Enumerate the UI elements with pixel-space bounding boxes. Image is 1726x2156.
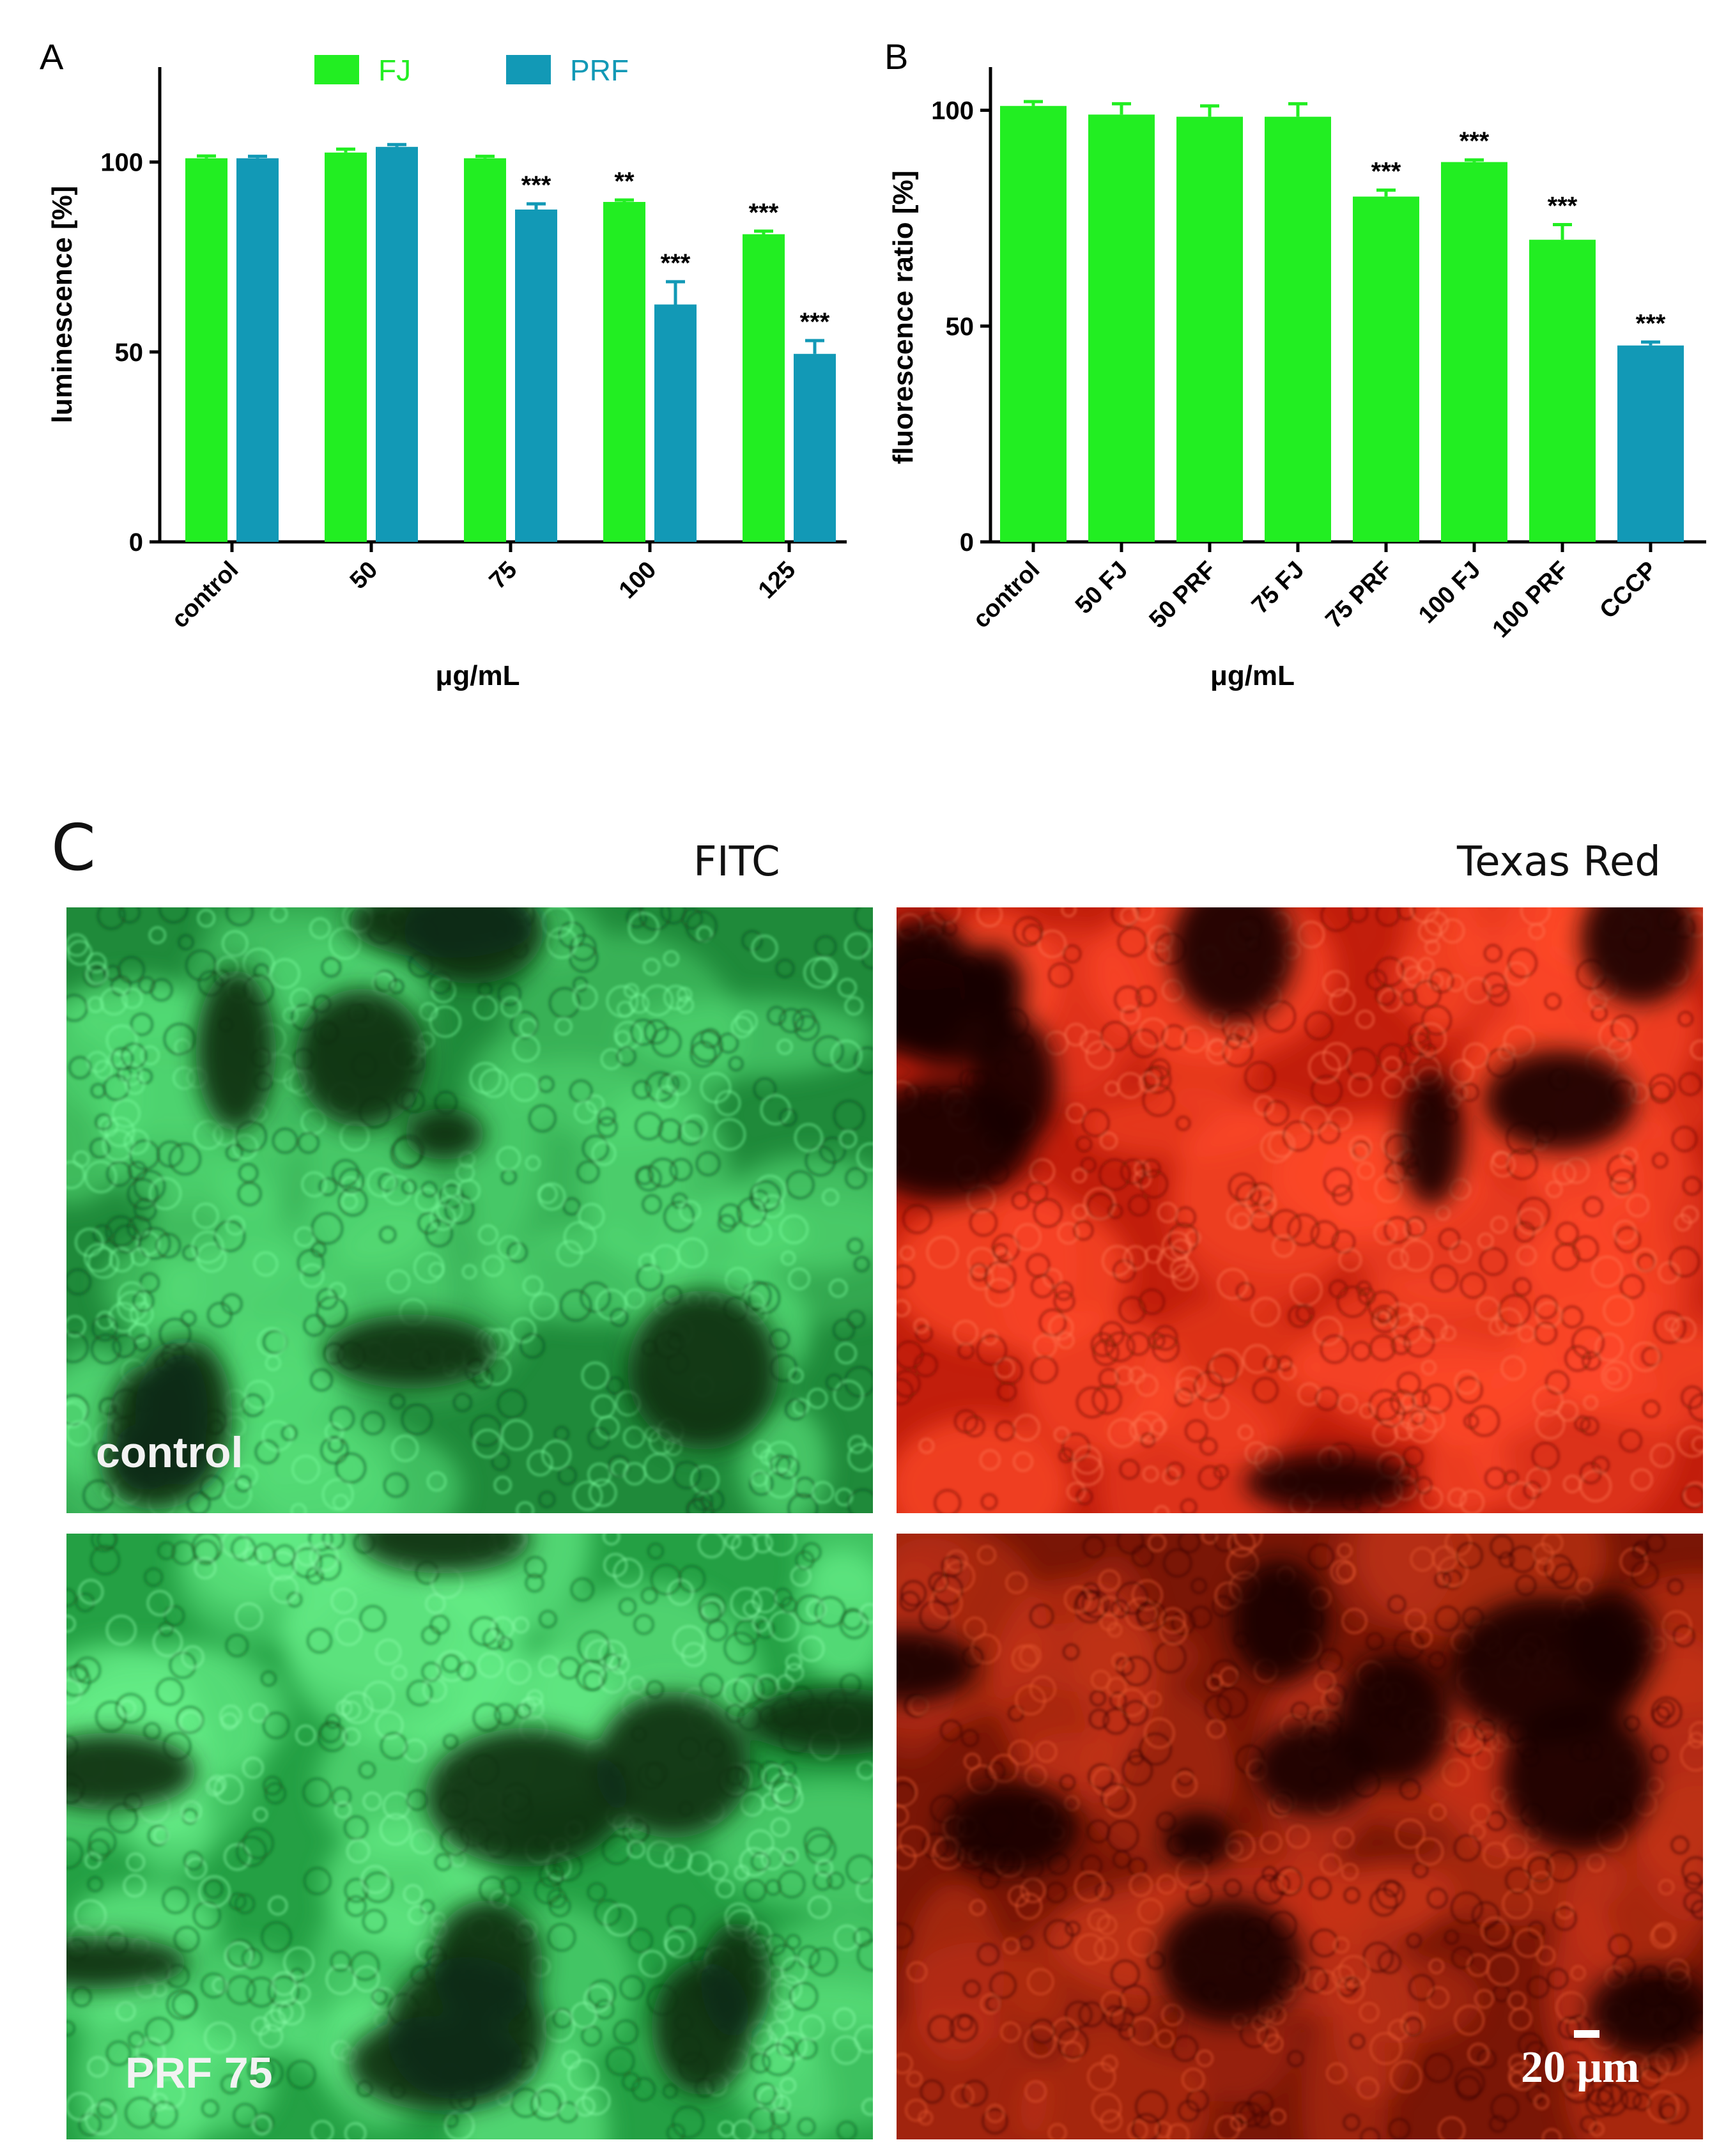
legend-swatch-fj (314, 55, 359, 84)
chart-b-category-label: 50 FJ (1070, 557, 1133, 619)
chart-b-significance: *** (1548, 192, 1578, 220)
micrograph-prf75-texas-red (897, 1534, 1703, 2139)
chart-a-prf-bar (376, 146, 418, 543)
legend-label-fj: FJ (378, 54, 411, 87)
chart-b-y-tick-label: 50 (946, 312, 975, 341)
chart-a-fj-significance: *** (749, 199, 779, 227)
panel-letter-c: C (51, 810, 96, 885)
chart-a-y-label: luminescence [%] (47, 186, 78, 424)
chart-b-bar (1353, 196, 1419, 542)
chart-b-category-label: 75 PRF (1321, 557, 1398, 634)
chart-a-fj-significance: ** (614, 167, 635, 196)
chart-a-fj-bar (325, 152, 367, 543)
chart-b: B 0 50 100 control 50 FJ 50 PRF 75 FJ *** 75 PRF… (884, 36, 1706, 691)
column-title-texas-red: Texas Red (1457, 838, 1661, 886)
chart-b-category-label: 75 FJ (1247, 557, 1309, 619)
chart-b-bar (1265, 116, 1331, 543)
chart-a-category-label: 125 (753, 557, 801, 604)
chart-a-y-tick-label: 50 (115, 339, 144, 367)
micrograph-control-texas-red (897, 907, 1703, 1513)
legend-swatch-prf (506, 55, 551, 84)
chart-a-y-tick-label: 100 (100, 149, 143, 177)
chart-b-significance: *** (1371, 158, 1401, 186)
panel-letter-a: A (40, 36, 64, 77)
row-label-control: control (96, 1428, 243, 1477)
chart-a-category-label: 50 (345, 557, 383, 595)
scale-bar-label: 20 μm (1521, 2043, 1640, 2092)
chart-b-category-label: CCCP (1595, 557, 1663, 624)
chart-a-category-label: 75 (484, 557, 523, 595)
chart-a-category-label: control (167, 557, 244, 634)
chart-a-fj-bar (603, 202, 645, 543)
chart-a-prf-bar (236, 158, 279, 542)
chart-b-category-label: 100 FJ (1414, 557, 1486, 629)
chart-a-prf-significance: *** (521, 171, 551, 199)
chart-b-y-label: fluorescence ratio [%] (888, 171, 919, 465)
chart-b-category-label: 50 PRF (1144, 557, 1222, 634)
chart-b-significance: *** (1460, 127, 1490, 155)
row-label-prf75: PRF 75 (125, 2049, 273, 2097)
scale-bar (1574, 2030, 1599, 2038)
chart-a-prf-bar (794, 353, 836, 542)
chart-b-plot: 0 50 100 control 50 FJ 50 PRF 75 FJ *** 75 PRF **… (888, 67, 1706, 691)
chart-a-category-label: 100 (614, 557, 662, 604)
chart-a-prf-bar (654, 304, 697, 542)
chart-b-y-tick-label: 0 (960, 528, 974, 557)
chart-b-category-label: 100 PRF (1488, 557, 1575, 643)
chart-b-category-label: control (968, 557, 1045, 634)
chart-b-bar (1617, 345, 1684, 542)
chart-a-prf-significance: *** (800, 308, 830, 336)
micrograph-prf75-fitc (66, 1534, 873, 2139)
chart-b-x-label: μg/mL (1210, 660, 1295, 691)
chart-a-fj-bar (185, 158, 227, 542)
chart-a-legend: FJ PRF (314, 54, 629, 87)
chart-a-fj-bar (464, 158, 506, 542)
legend-label-prf: PRF (570, 54, 629, 87)
chart-a-x-label: μg/mL (435, 660, 520, 691)
chart-b-bar (1529, 240, 1596, 542)
chart-b-y-tick-label: 100 (931, 97, 974, 125)
micrograph-control-fitc (66, 907, 873, 1513)
chart-b-bar (1176, 116, 1243, 543)
chart-b-bar (1088, 114, 1155, 543)
chart-a-prf-significance: *** (661, 249, 691, 277)
chart-b-bar (1000, 105, 1067, 543)
column-title-fitc: FITC (693, 838, 780, 886)
chart-a-prf-bar (515, 209, 557, 542)
panel-letter-b: B (884, 36, 908, 77)
chart-a-fj-bar (743, 234, 785, 542)
chart-a-y-tick-label: 0 (129, 528, 143, 557)
chart-b-bar (1441, 162, 1507, 543)
chart-b-significance: *** (1636, 309, 1666, 337)
